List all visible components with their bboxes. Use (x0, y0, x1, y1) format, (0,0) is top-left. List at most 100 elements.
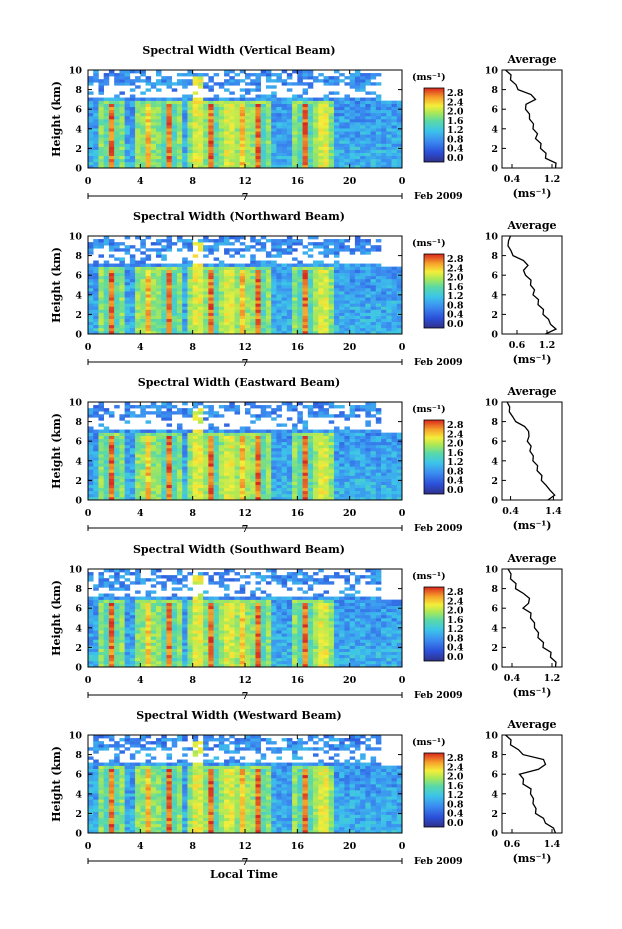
x-tick-label: 12 (238, 675, 251, 686)
profile-y-tick-label: 4 (491, 124, 498, 135)
colorbar-tick-label: 1.6 (447, 282, 464, 293)
heatmap-field (88, 735, 403, 834)
panel-5: Spectral Width (Westward Beam) 0 2 4 6 8 10 Hei… (50, 709, 563, 868)
profile-y-tick-label: 8 (491, 584, 498, 595)
x-tick-label: 8 (189, 508, 196, 519)
x-tick-label: 8 (189, 342, 196, 353)
profile-y-tick-label: 2 (491, 310, 498, 321)
profile-y-tick-label: 10 (485, 731, 499, 742)
y-tick-label: 10 (69, 66, 83, 77)
date-marker: 7 (242, 192, 249, 203)
profile-line (507, 568, 557, 668)
date-marker: 7 (242, 524, 249, 535)
y-axis-label: Height (km) (50, 413, 63, 489)
y-tick-label: 0 (75, 330, 82, 341)
y-tick-label: 10 (69, 232, 83, 243)
date-label: Feb 2009 (414, 357, 463, 368)
colorbar-tick-label: 2.8 (447, 88, 464, 99)
y-tick-label: 2 (75, 809, 82, 820)
colorbar (423, 253, 445, 329)
profile-y-tick-label: 10 (485, 66, 499, 77)
y-axis-label: Height (km) (50, 580, 63, 656)
x-tick-label: 20 (343, 342, 357, 353)
y-tick-label: 6 (75, 271, 82, 282)
profile-x-tick-label: 1.2 (544, 174, 561, 185)
x-tick-label: 16 (291, 841, 305, 852)
y-tick-label: 6 (75, 437, 82, 448)
profile-line (505, 69, 557, 169)
colorbar-tick-label: 0.8 (447, 134, 464, 145)
date-label: Feb 2009 (414, 191, 463, 202)
colorbar-tick-label: 0.4 (447, 144, 464, 155)
x-tick-label: 8 (189, 841, 196, 852)
y-tick-label: 10 (69, 565, 83, 576)
colorbar-tick-label: 1.6 (447, 615, 464, 626)
profile-x-tick-label: 1.2 (544, 673, 561, 684)
profile-frame (501, 734, 563, 834)
x-tick-label: 4 (137, 675, 144, 686)
date-marker: 7 (242, 857, 249, 868)
colorbar-tick-label: 1.6 (447, 116, 464, 127)
profile-y-tick-label: 10 (485, 565, 499, 576)
x-tick-label: 20 (343, 176, 357, 187)
colorbar-tick-label: 0.4 (447, 643, 464, 654)
y-tick-label: 6 (75, 770, 82, 781)
colorbar-unit: (ms⁻¹) (412, 404, 446, 415)
colorbar-unit: (ms⁻¹) (412, 737, 446, 748)
profile-y-tick-label: 2 (491, 476, 498, 487)
profile-y-tick-label: 0 (491, 164, 498, 175)
x-tick-label: 0 (399, 675, 406, 686)
y-tick-label: 2 (75, 476, 82, 487)
profile-line (505, 734, 557, 834)
colorbar-tick-label: 0.8 (447, 799, 464, 810)
x-axis-label: Local Time (210, 868, 278, 881)
y-tick-label: 10 (69, 731, 83, 742)
x-tick-label: 20 (343, 508, 357, 519)
x-tick-label: 16 (291, 342, 305, 353)
colorbar-tick-label: 0.4 (447, 809, 464, 820)
y-tick-label: 8 (75, 417, 82, 428)
x-tick-label: 0 (85, 675, 92, 686)
colorbar-tick-label: 1.6 (447, 448, 464, 459)
y-tick-label: 10 (69, 398, 83, 409)
date-marker: 7 (242, 358, 249, 369)
colorbar-tick-label: 2.8 (447, 587, 464, 598)
date-label: Feb 2009 (414, 856, 463, 867)
profile-y-tick-label: 2 (491, 144, 498, 155)
colorbar-tick-label: 2.0 (447, 107, 464, 118)
profile-title: Average (506, 552, 556, 565)
x-tick-label: 0 (399, 841, 406, 852)
profile-y-tick-label: 0 (491, 829, 498, 840)
profile-y-tick-label: 0 (491, 663, 498, 674)
heatmap-field (88, 569, 403, 668)
date-label: Feb 2009 (414, 690, 463, 701)
panel-1: Spectral Width (Vertical Beam) 0 2 4 6 8 10 Hei… (50, 44, 563, 203)
x-tick-label: 12 (238, 342, 251, 353)
profile-y-tick-label: 8 (491, 417, 498, 428)
y-tick-label: 4 (75, 290, 82, 301)
date-label: Feb 2009 (414, 523, 463, 534)
y-tick-label: 8 (75, 85, 82, 96)
colorbar-tick-label: 1.2 (447, 624, 464, 635)
profile-title: Average (506, 53, 556, 66)
profile-x-tick-label: 0.6 (509, 340, 526, 351)
y-tick-label: 4 (75, 124, 82, 135)
colorbar-tick-label: 2.8 (447, 420, 464, 431)
colorbar-tick-label: 2.4 (447, 429, 464, 440)
profile-x-label: (ms⁻¹) (513, 353, 552, 366)
colorbar-unit: (ms⁻¹) (412, 238, 446, 249)
profile-y-tick-label: 4 (491, 456, 498, 467)
profile-y-tick-label: 8 (491, 85, 498, 96)
profile-y-tick-label: 2 (491, 809, 498, 820)
x-tick-label: 8 (189, 176, 196, 187)
profile-y-tick-label: 4 (491, 789, 498, 800)
colorbar-tick-label: 2.4 (447, 263, 464, 274)
colorbar (423, 87, 445, 163)
profile-x-tick-label: 0.4 (504, 174, 521, 185)
colorbar-tick-label: 1.2 (447, 291, 464, 302)
profile-title: Average (506, 718, 556, 731)
colorbar-tick-label: 2.0 (447, 606, 464, 617)
x-tick-label: 0 (85, 841, 92, 852)
x-tick-label: 4 (137, 508, 144, 519)
x-tick-label: 12 (238, 841, 251, 852)
